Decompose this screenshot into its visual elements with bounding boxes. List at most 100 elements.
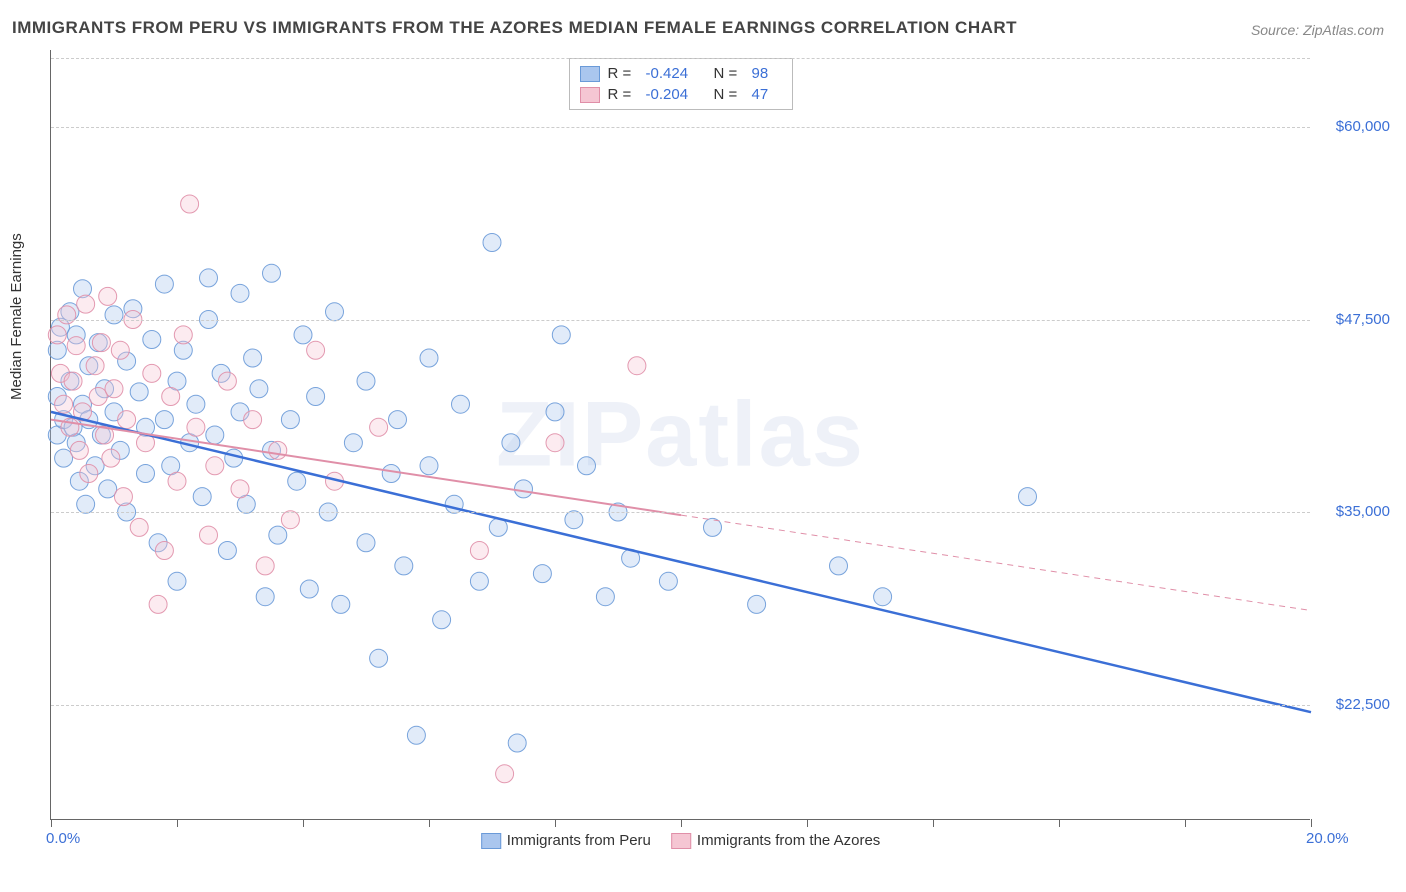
scatter-point-peru [433,611,451,629]
scatter-point-peru [389,411,407,429]
scatter-point-peru [137,465,155,483]
scatter-point-peru [244,349,262,367]
scatter-point-azores [143,364,161,382]
scatter-point-peru [533,565,551,583]
regression-line-peru [51,412,1311,712]
scatter-point-peru [874,588,892,606]
legend-series-label: Immigrants from the Azores [697,832,880,849]
x-tick [555,819,556,827]
scatter-point-peru [200,269,218,287]
scatter-point-azores [114,488,132,506]
scatter-point-azores [206,457,224,475]
scatter-point-azores [80,465,98,483]
legend-row-peru: R = -0.424 N = 98 [580,63,782,84]
legend-item-azores: Immigrants from the Azores [671,832,880,849]
scatter-point-peru [452,395,470,413]
x-tick-label: 20.0% [1306,830,1349,847]
scatter-point-azores [256,557,274,575]
scatter-point-azores [470,542,488,560]
regression-line-azores [681,515,1311,610]
scatter-point-peru [168,572,186,590]
scatter-point-azores [149,595,167,613]
y-tick-label: $22,500 [1320,696,1390,713]
scatter-point-peru [231,284,249,302]
x-tick [1311,819,1312,827]
legend-r-label: R = [608,65,638,82]
scatter-point-peru [288,472,306,490]
legend-swatch [580,87,600,103]
y-tick-label: $60,000 [1320,118,1390,135]
scatter-point-azores [269,441,287,459]
scatter-point-azores [155,542,173,560]
scatter-point-peru [155,275,173,293]
x-tick [177,819,178,827]
legend-n-label: N = [714,86,744,103]
scatter-point-azores [77,295,95,313]
scatter-point-peru [307,388,325,406]
scatter-point-peru [578,457,596,475]
scatter-point-azores [92,334,110,352]
scatter-point-peru [552,326,570,344]
scatter-point-peru [256,588,274,606]
scatter-point-peru [596,588,614,606]
scatter-point-azores [187,418,205,436]
scatter-point-peru [250,380,268,398]
scatter-point-peru [483,234,501,252]
x-tick [1059,819,1060,827]
legend-swatch [580,66,600,82]
y-axis-label: Median Female Earnings [8,233,25,400]
source-attribution: Source: ZipAtlas.com [1251,22,1384,38]
scatter-point-azores [496,765,514,783]
scatter-point-peru [263,264,281,282]
legend-n-label: N = [714,65,744,82]
scatter-point-peru [508,734,526,752]
scatter-point-azores [99,287,117,305]
scatter-point-azores [307,341,325,359]
x-tick [681,819,682,827]
scatter-point-peru [1019,488,1037,506]
scatter-point-peru [420,349,438,367]
scatter-point-peru [77,495,95,513]
series-legend: Immigrants from Peru Immigrants from the … [481,832,881,849]
scatter-point-azores [48,326,66,344]
scatter-point-peru [370,649,388,667]
y-tick-label: $47,500 [1320,311,1390,328]
scatter-point-peru [193,488,211,506]
x-tick [429,819,430,827]
scatter-point-peru [326,303,344,321]
scatter-point-azores [118,411,136,429]
scatter-point-peru [502,434,520,452]
scatter-point-azores [281,511,299,529]
legend-series-label: Immigrants from Peru [507,832,651,849]
chart-title: IMMIGRANTS FROM PERU VS IMMIGRANTS FROM … [12,18,1017,38]
scatter-point-peru [130,383,148,401]
scatter-point-peru [206,426,224,444]
scatter-point-azores [168,472,186,490]
scatter-point-azores [218,372,236,390]
scatter-point-azores [55,395,73,413]
x-tick [807,819,808,827]
legend-n-value: 98 [752,65,782,82]
scatter-point-peru [344,434,362,452]
scatter-point-peru [300,580,318,598]
scatter-point-peru [830,557,848,575]
scatter-point-peru [281,411,299,429]
legend-r-value: -0.424 [646,65,706,82]
gridline-h [51,320,1310,321]
scatter-point-azores [181,195,199,213]
scatter-point-peru [218,542,236,560]
legend-item-peru: Immigrants from Peru [481,832,651,849]
gridline-h [51,705,1310,706]
gridline-h [51,58,1310,59]
legend-n-value: 47 [752,86,782,103]
scatter-point-peru [357,534,375,552]
scatter-point-azores [628,357,646,375]
legend-r-value: -0.204 [646,86,706,103]
legend-r-label: R = [608,86,638,103]
scatter-point-azores [174,326,192,344]
scatter-point-peru [748,595,766,613]
x-tick [1185,819,1186,827]
scatter-point-azores [86,357,104,375]
scatter-point-peru [395,557,413,575]
scatter-point-azores [130,518,148,536]
